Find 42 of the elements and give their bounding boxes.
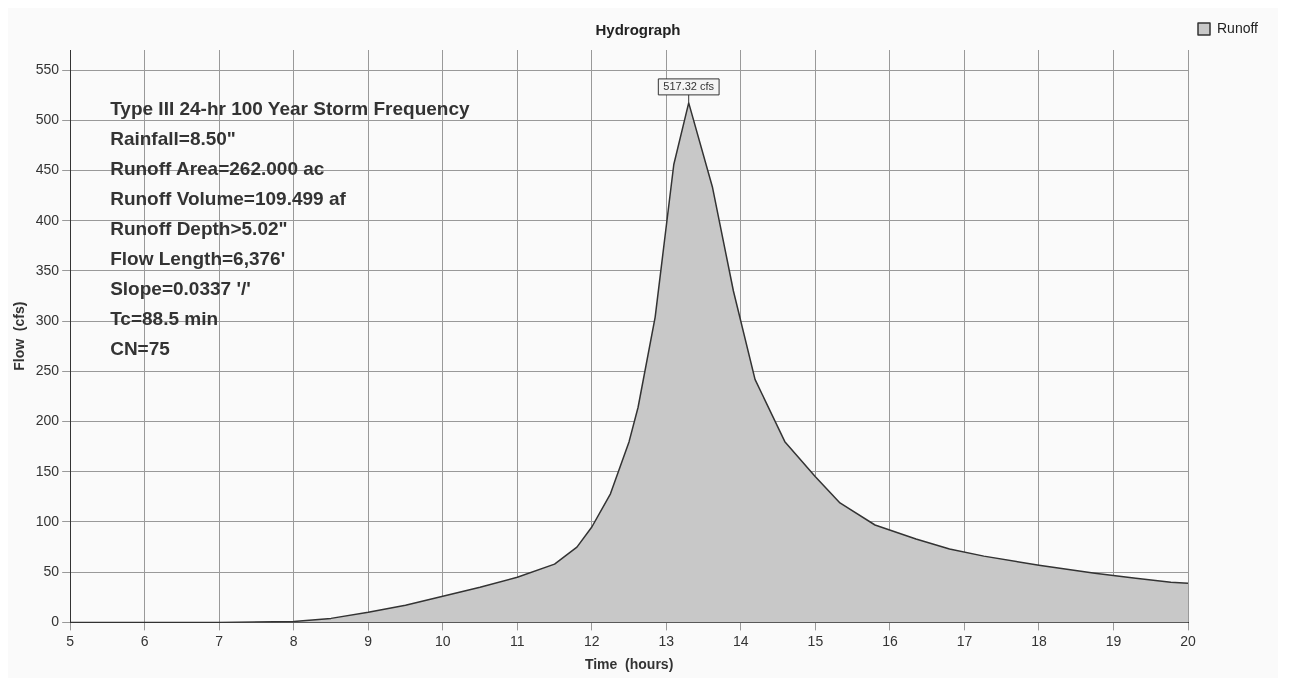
x-tick-label: 10 (434, 632, 451, 649)
annotation: Rainfall=8.50" (110, 128, 236, 150)
x-tick-label: 16 (882, 632, 898, 649)
x-tick-label: 15 (807, 632, 824, 649)
x-axis-title: Time (hours) (584, 656, 674, 673)
x-tick-label: 17 (956, 632, 973, 649)
x-tick-label: 13 (658, 632, 675, 649)
y-tick-label: 300 (35, 312, 60, 328)
y-tick-label: 50 (43, 563, 60, 580)
annotation: CN=75 (110, 338, 171, 360)
y-tick-label: 550 (35, 60, 60, 77)
y-tick-label: 250 (35, 362, 60, 379)
y-tick-label: 100 (35, 512, 60, 529)
chart-title: Hydrograph (595, 21, 681, 39)
annotation: Flow Length=6,376' (110, 248, 286, 270)
x-tick-label: 18 (1031, 632, 1047, 649)
x-tick-label: 11 (510, 632, 525, 649)
x-tick-label: 12 (584, 632, 600, 649)
x-tick-label: 7 (215, 632, 224, 649)
annotation: Slope=0.0337 '/' (110, 278, 251, 300)
y-tick-label: 500 (35, 111, 60, 128)
x-tick-label: 20 (1180, 632, 1196, 649)
annotation: Runoff Depth>5.02" (110, 218, 288, 240)
y-tick-label: 0 (51, 613, 60, 630)
x-tick-label: 19 (1105, 632, 1122, 649)
y-tick-label: 200 (35, 412, 60, 429)
x-tick-label: 6 (140, 632, 149, 649)
y-tick-label: 400 (35, 211, 60, 228)
annotation: Tc=88.5 min (110, 308, 219, 330)
x-tick-label: 5 (66, 632, 75, 649)
y-axis-title: Flow (cfs) (11, 301, 28, 371)
x-tick-label: 14 (733, 632, 749, 649)
legend-label: Runoff (1217, 19, 1259, 36)
annotation: Runoff Volume=109.499 af (110, 188, 347, 210)
y-tick-label: 150 (35, 462, 60, 479)
x-tick-label: 8 (289, 632, 298, 649)
y-tick-label: 350 (35, 261, 60, 278)
y-tick-label: 450 (35, 161, 60, 178)
x-tick-label: 9 (364, 632, 373, 649)
annotation: 517.32 cfs (663, 79, 715, 92)
annotation: Runoff Area=262.000 ac (110, 158, 325, 180)
annotation: Type III 24-hr 100 Year Storm Frequency (110, 98, 470, 120)
